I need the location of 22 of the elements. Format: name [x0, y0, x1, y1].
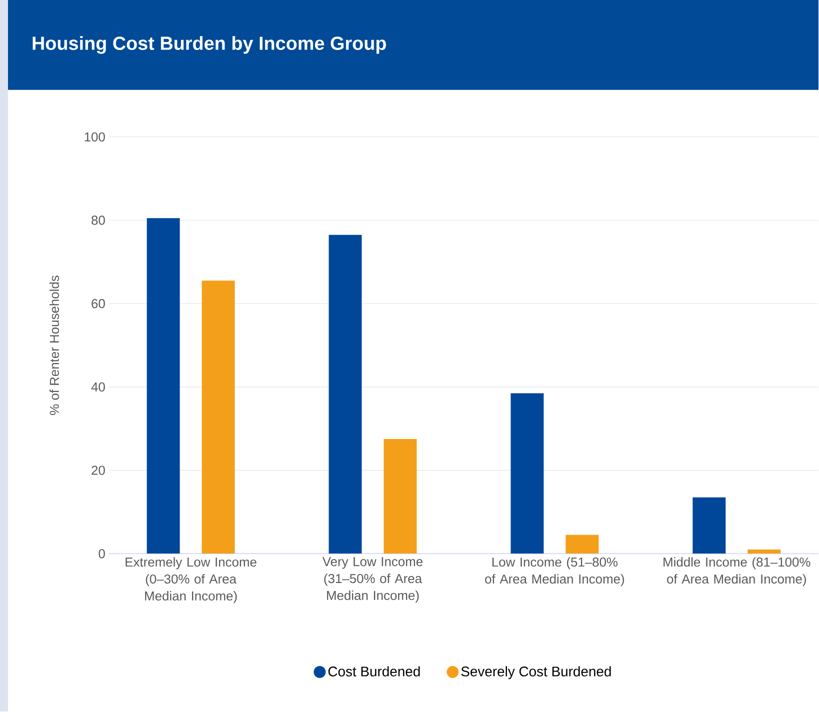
legend-label: Severely Cost Burdened — [461, 666, 611, 680]
bar — [510, 393, 544, 554]
bar — [692, 498, 726, 554]
x-tick-label: Very Low Income (31–50% of Area Median Income) — [322, 557, 423, 603]
y-tick-label: 0 — [98, 549, 105, 558]
bar — [202, 280, 235, 554]
y-axis-title: % of Renter Households — [49, 276, 59, 416]
legend-label: Cost Burdened — [328, 666, 420, 677]
x-tick-label: Low Income (51–80% of Area Median Income) — [485, 557, 624, 586]
x-tick-label: Extremely Low Income (0–30% of Area Median Income) — [126, 557, 256, 604]
y-tick-label: 100 — [84, 132, 105, 142]
y-tick-label: 40 — [91, 382, 105, 392]
bar — [384, 439, 417, 554]
bar — [146, 218, 180, 554]
chart-title: Housing Cost Burden by Income Group — [32, 36, 386, 54]
bar — [748, 550, 781, 554]
y-tick-label: 80 — [92, 216, 105, 226]
bar — [328, 235, 362, 554]
bar — [566, 535, 599, 554]
x-tick-label: Middle Income (81–100% of Area Median Income) — [664, 557, 810, 586]
y-tick-label: 60 — [92, 299, 105, 308]
y-tick-label: 20 — [92, 466, 105, 476]
